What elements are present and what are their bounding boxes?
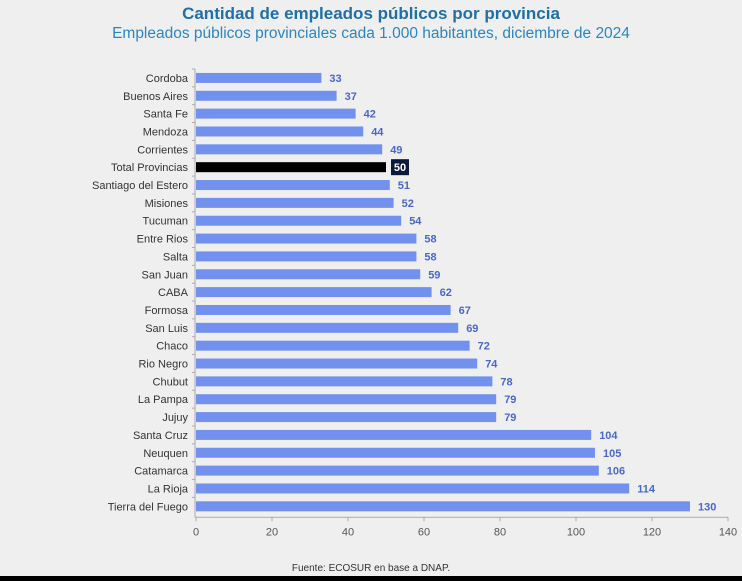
x-tick-label: 120	[643, 526, 661, 538]
bar	[196, 233, 417, 244]
source-note: Fuente: ECOSUR en base a DNAP.	[291, 563, 451, 574]
bar	[196, 358, 478, 369]
category-label: San Luis	[145, 323, 188, 335]
category-label: Santa Fe	[143, 109, 188, 121]
bar-highlight	[196, 162, 386, 173]
value-label-box	[391, 159, 409, 176]
value-label: 37	[345, 91, 357, 103]
value-label: 62	[440, 287, 452, 299]
category-label: Salta	[163, 251, 189, 263]
category-label: Misiones	[145, 198, 189, 210]
category-label: Catamarca	[134, 466, 189, 478]
x-tick-label: 20	[266, 526, 278, 538]
bar	[196, 197, 394, 208]
value-label: 33	[329, 73, 341, 85]
category-label: Santiago del Estero	[92, 180, 188, 192]
category-label: Total Provincias	[111, 162, 189, 174]
bar	[196, 90, 337, 101]
category-label: Buenos Aires	[123, 91, 188, 103]
value-label: 54	[409, 216, 422, 228]
category-label: Chubut	[153, 376, 188, 388]
bar	[196, 447, 595, 458]
x-tick-label: 80	[494, 526, 506, 538]
category-label: Tucuman	[143, 216, 188, 228]
value-label: 78	[500, 376, 512, 388]
value-label: 42	[364, 109, 376, 121]
value-label: 49	[390, 144, 402, 156]
category-label: CABA	[158, 287, 189, 299]
category-label: San Juan	[142, 269, 188, 281]
value-label: 105	[603, 448, 621, 460]
value-label: 44	[371, 126, 384, 138]
value-label: 67	[459, 305, 471, 317]
value-label: 130	[698, 501, 716, 513]
bar	[196, 304, 451, 315]
bar	[196, 429, 592, 440]
bar	[196, 144, 383, 155]
value-label: 72	[478, 341, 490, 353]
category-label: Cordoba	[146, 73, 189, 85]
chart-title: Cantidad de empleados públicos por provi…	[182, 4, 560, 23]
value-label: 58	[424, 251, 436, 263]
category-label: Chaco	[156, 341, 188, 353]
bar	[196, 412, 497, 423]
value-label: 114	[637, 483, 656, 495]
category-label: Jujuy	[162, 412, 188, 424]
bar	[196, 126, 364, 137]
value-label: 51	[398, 180, 410, 192]
bottom-border	[0, 576, 742, 581]
bar	[196, 376, 493, 387]
x-tick-label: 40	[342, 526, 354, 538]
value-label: 52	[402, 198, 414, 210]
chart-subtitle: Empleados públicos provinciales cada 1.0…	[112, 25, 630, 42]
value-label: 106	[607, 466, 625, 478]
category-label: Rio Negro	[138, 359, 188, 371]
value-label: 79	[504, 394, 516, 406]
x-tick-label: 100	[567, 526, 585, 538]
bar	[196, 251, 417, 262]
bar	[196, 483, 630, 494]
bar	[196, 322, 459, 333]
value-label: 104	[599, 430, 618, 442]
value-label: 74	[485, 359, 498, 371]
bar	[196, 501, 690, 512]
value-label: 69	[466, 323, 478, 335]
value-label: 58	[424, 234, 436, 246]
bar	[196, 180, 390, 191]
x-tick-label: 60	[418, 526, 430, 538]
category-label: Formosa	[145, 305, 189, 317]
bar	[196, 269, 421, 280]
bar	[196, 108, 356, 119]
bar	[196, 215, 402, 226]
bar	[196, 287, 432, 298]
bar	[196, 340, 470, 351]
category-label: Mendoza	[143, 126, 189, 138]
category-label: Neuquen	[143, 448, 188, 460]
category-label: La Pampa	[138, 394, 189, 406]
bar-chart: Cordoba 33 Buenos Aires 37 Santa Fe 42 Mendoza…	[92, 68, 737, 538]
bar	[196, 394, 497, 405]
bar	[196, 465, 599, 476]
category-label: Tierra del Fuego	[108, 501, 188, 513]
value-label: 50	[394, 162, 406, 174]
value-label: 59	[428, 269, 440, 281]
category-label: Corrientes	[137, 144, 188, 156]
category-label: La Rioja	[148, 483, 189, 495]
value-label: 79	[504, 412, 516, 424]
bar	[196, 72, 322, 83]
category-label: Entre Rios	[137, 234, 189, 246]
x-tick-label: 140	[719, 526, 737, 538]
x-tick-label: 0	[193, 526, 199, 538]
category-label: Santa Cruz	[133, 430, 188, 442]
